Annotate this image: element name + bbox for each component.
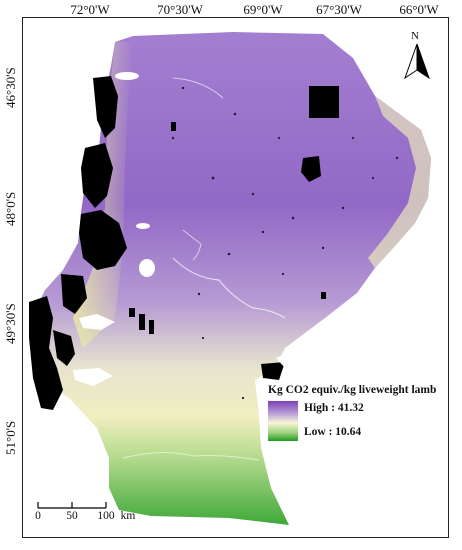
scale-bar: 0 50 100 km — [30, 500, 150, 530]
longitude-label: 66°0'W — [399, 2, 439, 17]
latitude-label: 49°30'S — [3, 303, 18, 344]
scale-tick-label: 100 — [97, 510, 115, 522]
north-arrow-icon — [404, 43, 430, 80]
latitude-label: 51°0'S — [3, 420, 18, 455]
longitude-label: 72°0'W — [70, 2, 110, 17]
scale-tick-label: 0 — [35, 510, 41, 522]
land-region — [31, 32, 431, 525]
legend: Kg CO2 equiv./kg liveweight lamb High : … — [264, 384, 448, 446]
north-arrow: N — [402, 30, 432, 82]
legend-title: Kg CO2 equiv./kg liveweight lamb — [268, 384, 437, 396]
masked-area — [93, 76, 118, 138]
longitude-label: 67°30'W — [316, 2, 362, 17]
north-letter: N — [411, 30, 419, 42]
legend-color-ramp — [268, 401, 298, 441]
latitude-label: 48°0'S — [3, 191, 18, 226]
scale-unit-label: km — [120, 510, 136, 522]
longitude-label: 69°0'W — [243, 2, 283, 17]
emissions-map — [29, 32, 431, 525]
latitude-label: 46°30'S — [3, 67, 18, 108]
longitude-label: 70°30'W — [157, 2, 203, 17]
scale-tick-label: 50 — [66, 510, 78, 522]
map-frame — [22, 17, 449, 538]
legend-low-label: Low : 10.64 — [304, 426, 362, 438]
legend-high-label: High : 41.32 — [304, 402, 364, 414]
